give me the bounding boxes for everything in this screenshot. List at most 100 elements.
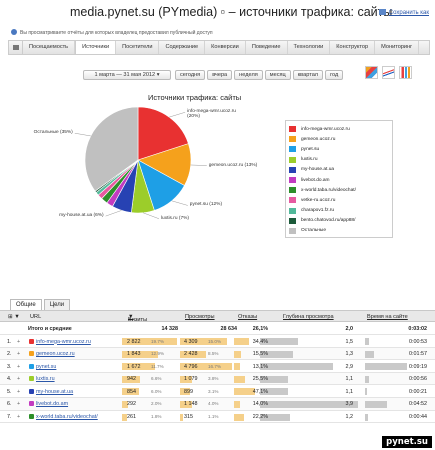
bounce-bar: [234, 400, 241, 408]
row-url[interactable]: gemeon.ucoz.ru: [36, 351, 75, 358]
table-row[interactable]: 3. + pynet.su 1 672 11.7% 4 796 16.7% 13,1% 2,9 0…: [0, 360, 435, 373]
pie-slice-10[interactable]: [84, 106, 139, 192]
row-url[interactable]: my-house.at.ua: [36, 388, 74, 395]
pie-slice-6[interactable]: [101, 159, 139, 204]
line-chart-view-icon[interactable]: [382, 66, 395, 79]
row-time: 0:01:57: [409, 351, 427, 358]
nav-tab-constructor[interactable]: Конструктор: [330, 41, 376, 54]
site-favicon-icon: [29, 376, 34, 382]
site-favicon-icon: [29, 351, 34, 357]
time-bar: [365, 413, 369, 421]
col-url[interactable]: URL: [30, 314, 42, 320]
pie-slice-2[interactable]: [137, 159, 185, 211]
col-time[interactable]: Время на сайте: [367, 314, 408, 320]
nav-tab-content[interactable]: Содержание: [159, 41, 206, 54]
period-quarter-button[interactable]: квартал: [292, 70, 324, 80]
row-views: 1 148: [184, 401, 198, 408]
row-visits: 854: [127, 388, 136, 395]
traffic-table: ⊞ ▼ URL Визиты ▼ Просмотры Отказы Глубин…: [0, 310, 435, 424]
pie-slice-5[interactable]: [106, 159, 139, 207]
visits-bar: [122, 350, 158, 358]
nav-tab-conversions[interactable]: Конверсии: [205, 41, 246, 54]
col-depth[interactable]: Глубина просмотра: [283, 314, 334, 320]
row-url[interactable]: luxtis.ru: [36, 376, 55, 383]
period-yesterday-button[interactable]: вчера: [207, 70, 233, 80]
legend-item[interactable]: livebot.do.am: [289, 175, 389, 185]
tab-general[interactable]: Общие: [10, 299, 42, 310]
total-views: 28 634: [220, 325, 238, 332]
expand-row-icon[interactable]: +: [17, 388, 21, 395]
legend-item[interactable]: Остальные: [289, 226, 389, 236]
expand-all-icon[interactable]: ⊞ ▼: [8, 314, 20, 320]
row-depth: 1,2: [345, 414, 354, 421]
row-time: 0:00:53: [409, 338, 427, 345]
row-url[interactable]: livebot.do.am: [36, 401, 69, 408]
pie-slice-1[interactable]: [137, 143, 192, 186]
legend-item[interactable]: my-house.at.ua: [289, 165, 389, 175]
legend-item[interactable]: pynet.su: [289, 144, 389, 154]
row-time: 0:09:19: [409, 363, 427, 370]
tab-goals[interactable]: Цели: [43, 299, 71, 310]
expand-row-icon[interactable]: +: [17, 414, 21, 421]
legend-item[interactable]: charapov1.fz.ru: [289, 206, 389, 216]
col-visits-label: Визиты: [128, 317, 148, 323]
table-row[interactable]: 1. + info-mega-wmr.ucoz.ru 2 822 19.7% 4 309 1…: [0, 335, 435, 348]
save-report-link[interactable]: Сохранить как: [378, 9, 429, 16]
col-visits[interactable]: Визиты ▼: [128, 314, 148, 323]
home-button[interactable]: [9, 41, 23, 54]
nav-tab-behavior[interactable]: Поведение: [246, 41, 288, 54]
col-bounce[interactable]: Отказы: [238, 314, 258, 320]
col-views[interactable]: Просмотры: [185, 314, 215, 320]
period-week-button[interactable]: неделя: [234, 70, 263, 80]
expand-row-icon[interactable]: +: [17, 351, 21, 358]
pie-slice-0[interactable]: [137, 106, 189, 161]
table-row[interactable]: 4. + luxtis.ru 942 6.6% 1 079 3.8% 25,5% 1,1 0:00…: [0, 372, 435, 386]
table-tabs: Общие Цели: [10, 299, 72, 310]
table-row[interactable]: 7. + x-world.taba.ru/videochat/261 1.8% 315 1…: [0, 411, 435, 424]
legend-item[interactable]: vetke-ru.ucoz.ru: [289, 195, 389, 205]
nav-tab-sources[interactable]: Источники: [75, 41, 117, 54]
legend-item[interactable]: x-world.taba.ru/videochat/: [289, 185, 389, 195]
legend-swatch: [289, 197, 296, 204]
date-range-picker[interactable]: 1 марта — 31 мая 2012 ▾: [83, 70, 171, 80]
expand-row-icon[interactable]: +: [17, 401, 21, 408]
period-year-button[interactable]: год: [325, 70, 344, 80]
period-today-button[interactable]: сегодня: [175, 70, 206, 80]
row-visits: 292: [127, 401, 136, 408]
pie-slice-3[interactable]: [131, 159, 155, 214]
nav-tab-monitoring[interactable]: Мониторинг: [375, 41, 420, 54]
pie-leader-line: [190, 164, 207, 166]
row-visits-pct: 1.8%: [151, 414, 162, 420]
legend-swatch: [289, 146, 296, 153]
pie-chart-view-icon[interactable]: [365, 66, 378, 79]
legend-item[interactable]: bento.chatovod.ru/app88/: [289, 216, 389, 226]
nav-tab-visitors[interactable]: Посетители: [116, 41, 160, 54]
legend-item[interactable]: info-mega-wmr.ucoz.ru: [289, 124, 389, 134]
legend-swatch: [289, 227, 296, 234]
pie-slice-7[interactable]: [97, 159, 139, 200]
table-row[interactable]: 2. + gemeon.ucoz.ru 1 843 12.9% 2 428 8.5% 15,5…: [0, 347, 435, 361]
row-url[interactable]: info-mega-wmr.ucoz.ru: [36, 338, 91, 345]
legend-swatch: [289, 207, 296, 214]
time-bar: [365, 338, 369, 345]
table-row[interactable]: 6. + livebot.do.am 292 2.0% 1 148 4.0% 14,0% 3,9…: [0, 397, 435, 411]
legend-item[interactable]: luxtis.ru: [289, 155, 389, 165]
row-bounce: 25,5%: [252, 376, 268, 383]
expand-row-icon[interactable]: +: [17, 376, 21, 383]
row-url[interactable]: x-world.taba.ru/videochat/: [36, 414, 98, 421]
period-month-button[interactable]: месяц: [264, 70, 291, 80]
pie-slice-8[interactable]: [95, 159, 139, 196]
row-number: 1.: [7, 338, 12, 345]
legend-item[interactable]: gemeon.ucoz.ru: [289, 134, 389, 144]
expand-row-icon[interactable]: +: [17, 338, 21, 345]
expand-row-icon[interactable]: +: [17, 363, 21, 370]
depth-bar: [260, 338, 298, 345]
nav-tab-attendance[interactable]: Посещаемость: [23, 41, 76, 54]
nav-tab-tech[interactable]: Технологии: [288, 41, 331, 54]
pie-slice-9[interactable]: [94, 159, 139, 193]
pie-slice-4[interactable]: [112, 159, 139, 213]
row-url[interactable]: pynet.su: [36, 363, 57, 370]
table-row[interactable]: 5. + my-house.at.ua 854 6.0% 899 3.1% 47,1% 1,1 0…: [0, 385, 435, 398]
row-views-pct: 1.1%: [208, 414, 219, 420]
bar-chart-view-icon[interactable]: [399, 66, 412, 79]
